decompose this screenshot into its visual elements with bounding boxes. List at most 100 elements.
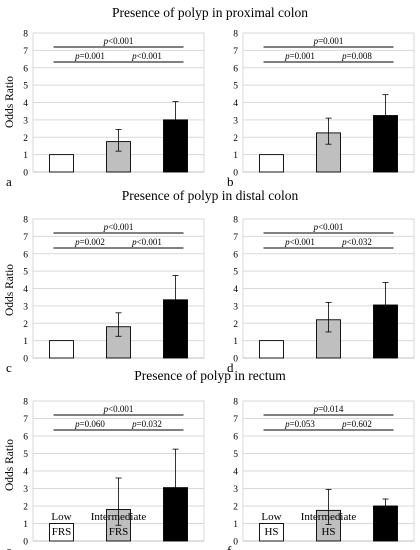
y-tick-label: 8 <box>233 30 238 40</box>
panel-label: c <box>6 360 12 375</box>
y-tick-label: 8 <box>23 216 28 226</box>
panel-label: d <box>227 360 234 375</box>
y-tick-label: 3 <box>23 485 28 495</box>
significance-bracket: p=0.060 <box>53 419 127 431</box>
p-value-label: p=0.001 <box>284 51 315 61</box>
error-bar <box>115 129 122 152</box>
p-value-label: p=0.002 <box>74 237 105 247</box>
panel-d: 0 1 2 3 4 5 6 7 8 p<0.001 p<0.032 p<0.001 d <box>227 216 415 375</box>
p-value-label: p<0.001 <box>284 237 315 247</box>
p-value-label: p=0.602 <box>341 419 372 429</box>
y-tick-label: 3 <box>23 302 28 312</box>
row-title-rectum: Presence of polyp in rectum <box>134 368 286 383</box>
significance-bracket: p=0.001 <box>263 36 394 48</box>
y-tick-label: 1 <box>23 520 28 530</box>
p-value-label: p=0.060 <box>74 419 105 429</box>
y-tick-label: 8 <box>23 30 28 40</box>
p-value-label: p=0.014 <box>313 404 344 414</box>
panel-b: 0 1 2 3 4 5 6 7 8 p=0.001 p=0.008 p=0.001 b <box>227 30 415 189</box>
bar <box>373 505 398 542</box>
p-value-label: p<0.001 <box>131 237 162 247</box>
y-tick-label: 2 <box>23 320 28 330</box>
y-tick-label: 7 <box>23 415 28 425</box>
y-tick-label: 4 <box>233 285 238 295</box>
y-tick-label: 5 <box>233 450 238 460</box>
p-value-label: p=0.001 <box>74 51 105 61</box>
significance-bracket: p<0.001 <box>110 51 184 63</box>
x-category-label: High FRS <box>165 511 188 538</box>
error-bar <box>172 275 179 318</box>
error-bar <box>382 498 389 517</box>
significance-bracket: p=0.032 <box>110 419 184 431</box>
significance-bracket: p=0.014 <box>263 404 394 416</box>
y-tick-label: 2 <box>233 320 238 330</box>
y-tick-label: 1 <box>233 520 238 530</box>
y-tick-label: 7 <box>23 47 28 57</box>
bar <box>49 340 74 359</box>
y-tick-label: 1 <box>233 337 238 347</box>
error-bar <box>325 117 332 145</box>
bar <box>373 304 398 359</box>
y-tick-label: 5 <box>233 268 238 278</box>
y-tick-label: 3 <box>233 485 238 495</box>
y-axis-title-top: Odds Ratio <box>4 76 16 128</box>
y-tick-label: 6 <box>233 433 238 443</box>
panel-c: 0 1 2 3 4 5 6 7 8 p=0.002 p<0.001 p<0.001 c <box>6 216 205 375</box>
y-tick-label: 1 <box>23 337 28 347</box>
y-tick-label: 3 <box>23 116 28 126</box>
bar <box>49 154 74 173</box>
p-value-label: p<0.032 <box>341 237 372 247</box>
y-tick-label: 7 <box>233 415 238 425</box>
chart-panels: 0 1 2 3 4 5 6 7 8 p=0.001 p<0.001 p<0.001 a 0 1 2 3 4 5 6 7 8… <box>6 30 415 550</box>
panel-label: b <box>227 174 234 189</box>
y-tick-label: 6 <box>23 64 28 74</box>
y-tick-label: 0 <box>233 538 238 548</box>
significance-bracket: p<0.001 <box>53 222 184 234</box>
error-bar <box>172 101 179 135</box>
row-title-proximal: Presence of polyp in proximal colon <box>112 5 308 20</box>
panel-label: e <box>6 543 12 550</box>
significance-bracket: p<0.001 <box>263 237 337 249</box>
x-category-label: Low HS <box>261 511 281 538</box>
p-value-label: p<0.001 <box>103 404 134 414</box>
significance-bracket: p<0.032 <box>320 237 394 249</box>
bar <box>259 154 284 173</box>
y-tick-label: 7 <box>233 47 238 57</box>
y-tick-label: 4 <box>23 99 28 109</box>
y-axis-title-middle: Odds Ratio <box>4 264 16 316</box>
significance-bracket: p<0.001 <box>53 404 184 416</box>
y-tick-label: 7 <box>23 233 28 243</box>
y-tick-label: 2 <box>233 503 238 513</box>
x-category-label: Intermediate HS <box>301 511 357 538</box>
y-tick-label: 7 <box>233 233 238 243</box>
y-tick-label: 5 <box>23 450 28 460</box>
y-tick-label: 6 <box>233 64 238 74</box>
error-bar <box>382 94 389 132</box>
y-tick-label: 6 <box>23 433 28 443</box>
significance-bracket: p=0.001 <box>53 51 127 63</box>
y-tick-label: 0 <box>233 355 238 365</box>
y-tick-label: 0 <box>233 169 238 179</box>
error-bar <box>325 488 332 525</box>
y-axis-title-bottom: Odds Ratio <box>4 439 16 491</box>
error-bar <box>115 312 122 337</box>
p-value-label: p=0.008 <box>341 51 372 61</box>
significance-bracket: p=0.602 <box>320 419 394 431</box>
y-tick-label: 5 <box>23 82 28 92</box>
x-category-label: Intermediate FRS <box>91 511 147 538</box>
p-value-label: p=0.001 <box>313 36 344 46</box>
error-bar <box>115 477 122 526</box>
significance-bracket: p=0.008 <box>320 51 394 63</box>
p-value-label: p<0.001 <box>313 222 344 232</box>
bar <box>49 523 74 542</box>
significance-bracket: p<0.001 <box>263 222 394 234</box>
row-title-distal: Presence of polyp in distal colon <box>122 188 299 203</box>
error-bar <box>382 282 389 322</box>
y-tick-label: 8 <box>233 216 238 226</box>
panel-a: 0 1 2 3 4 5 6 7 8 p=0.001 p<0.001 p<0.001 a <box>6 30 205 189</box>
y-tick-label: 6 <box>233 250 238 260</box>
panel-label: f <box>227 543 232 550</box>
y-tick-label: 0 <box>23 169 28 179</box>
